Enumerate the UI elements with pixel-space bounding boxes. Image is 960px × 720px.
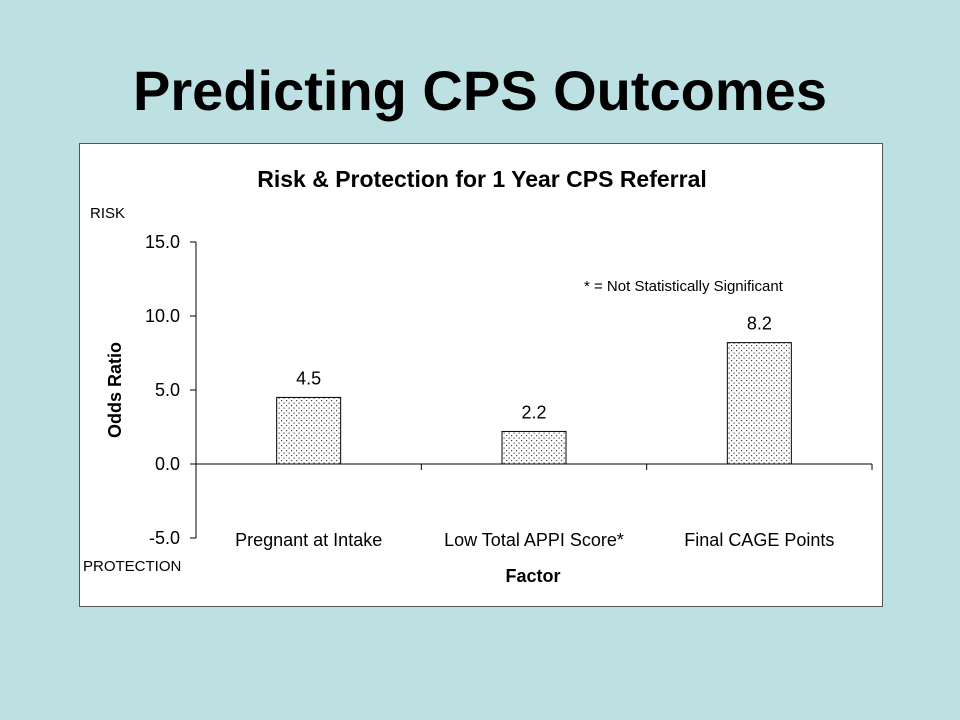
bars (276, 342, 792, 465)
bar (726, 342, 792, 465)
y-tick-label: -5.0 (149, 528, 180, 548)
data-label: 8.2 (747, 314, 772, 334)
protection-label: PROTECTION (83, 558, 181, 575)
bar (501, 430, 567, 465)
y-axis-title: Odds Ratio (105, 342, 125, 438)
slide-title: Predicting CPS Outcomes (133, 59, 827, 122)
category-label: Low Total APPI Score* (444, 530, 624, 550)
labels: 15.0 10.0 5.0 0.0 -5.0 4.5 Pregnant at Intake 2… (145, 232, 834, 550)
significance-note: * = Not Statistically Significant (584, 278, 784, 295)
y-tick-label: 10.0 (145, 306, 180, 326)
category-label: Final CAGE Points (684, 530, 834, 550)
chart-title: Risk & Protection for 1 Year CPS Referra… (257, 166, 707, 192)
risk-label: RISK (90, 205, 125, 222)
chart-svg: Risk & Protection for 1 Year CPS Referra… (83, 166, 873, 586)
data-label: 4.5 (296, 368, 321, 388)
data-label: 2.2 (521, 402, 546, 422)
bar (276, 396, 342, 465)
y-tick-label: 0.0 (155, 454, 180, 474)
category-label: Pregnant at Intake (235, 530, 382, 550)
chart-frame: Risk & Protection for 1 Year CPS Referra… (79, 143, 883, 607)
y-tick-label: 15.0 (145, 232, 180, 252)
y-tick-label: 5.0 (155, 380, 180, 400)
x-axis-title: Factor (505, 566, 560, 586)
